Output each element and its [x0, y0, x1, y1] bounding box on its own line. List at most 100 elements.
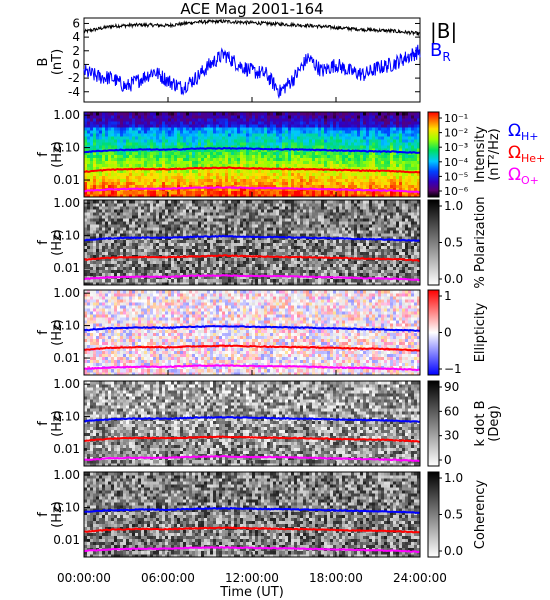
spectrogram-cell	[306, 145, 310, 149]
intensity-colorbar	[427, 111, 440, 198]
spectrogram-cell	[162, 184, 166, 189]
spectrogram-cell	[363, 136, 367, 140]
spectrogram-cell	[159, 260, 163, 265]
spectrogram-cell	[330, 151, 334, 155]
spectrogram-cell	[102, 136, 106, 140]
spectrogram-cell	[243, 118, 247, 122]
spectrogram-cell	[366, 148, 370, 152]
spectrogram-cell	[276, 160, 280, 164]
spectrogram-cell	[117, 212, 121, 216]
spectrogram-cell	[225, 172, 229, 177]
spectrogram-cell	[96, 200, 100, 204]
spectrogram-cell	[267, 172, 271, 177]
spectrogram-cell	[96, 239, 100, 243]
spectrogram-cell	[87, 139, 91, 143]
spectrogram-cell	[165, 121, 169, 125]
spectrogram-cell	[324, 142, 328, 146]
spectrogram-cell	[216, 206, 220, 210]
spectrogram-cell	[105, 248, 109, 252]
spectrogram-cell	[201, 269, 205, 274]
spectrogram-cell	[258, 278, 262, 283]
spectrogram-cell	[102, 272, 106, 277]
spectrogram-cell	[198, 145, 202, 149]
spectrogram-cell	[123, 133, 127, 137]
spectrogram-cell	[219, 209, 223, 213]
spectrogram-cell	[222, 251, 226, 255]
spectrogram-cell	[231, 124, 235, 128]
spectrogram-cell	[156, 178, 160, 183]
spectrogram-cell	[342, 157, 346, 161]
spectrogram-cell	[297, 181, 301, 186]
spectrogram-cell	[96, 251, 100, 255]
spectrogram-cell	[222, 236, 226, 240]
spectrogram-cell	[147, 212, 151, 216]
spectrogram-cell	[192, 133, 196, 137]
spectrogram-cell	[189, 272, 193, 277]
spectrogram-cell	[93, 230, 97, 234]
spectrogram-cell	[219, 172, 223, 177]
spectrogram-cell	[390, 145, 394, 149]
spectrogram-cell	[330, 142, 334, 146]
spectrogram-cell	[366, 178, 370, 183]
spectrogram-cell	[99, 242, 103, 246]
spectrogram-cell	[159, 136, 163, 140]
spectrogram-cell	[219, 275, 223, 280]
spectrogram-cell	[135, 175, 139, 180]
spectrogram-cell	[405, 193, 409, 198]
spectrogram-cell	[168, 221, 172, 225]
spectrogram-cell	[402, 160, 406, 164]
spectrogram-cell	[201, 127, 205, 131]
spectrogram-cell	[258, 275, 262, 280]
spectrogram-cell	[288, 169, 292, 174]
spectrogram-cell	[285, 115, 289, 119]
spectrogram-cell	[357, 190, 361, 195]
spectrogram-cell	[84, 233, 88, 237]
spectrogram-cell	[399, 148, 403, 152]
spectrogram-cell	[144, 115, 148, 119]
spectrogram-cell	[144, 200, 148, 204]
spectrogram-cell	[345, 151, 349, 155]
spectrogram-cell	[264, 121, 268, 125]
spectrogram-cell	[282, 136, 286, 140]
spectrogram-cell	[222, 218, 226, 222]
spectrogram-cell	[369, 127, 373, 131]
spectrogram-cell	[360, 118, 364, 122]
spectrogram-cell	[207, 218, 211, 222]
spectrogram-cell	[231, 112, 235, 116]
spectrogram-cell	[339, 124, 343, 128]
spectrogram-cell	[414, 118, 418, 122]
spectrogram-cell	[135, 181, 139, 186]
spectrogram-cell	[144, 230, 148, 234]
spectrogram-cell	[150, 278, 154, 283]
spectrogram-cell	[183, 248, 187, 252]
spectrogram-cell	[255, 157, 259, 161]
spectrogram-cell	[186, 172, 190, 177]
spectrogram-cell	[150, 160, 154, 164]
spectrogram-cell	[273, 281, 277, 286]
spectrogram-cell	[222, 224, 226, 228]
spectrogram-cell	[144, 127, 148, 131]
spectrogram-cell	[162, 181, 166, 186]
spectrogram-cell	[171, 278, 175, 283]
spectrogram-cell	[84, 133, 88, 137]
spectrogram-cell	[87, 227, 91, 231]
spectrogram-cell	[243, 190, 247, 195]
spectrogram-cell	[96, 266, 100, 271]
spectrogram-cell	[183, 257, 187, 262]
spectrogram-cell	[162, 203, 166, 207]
spectrogram-cell	[228, 260, 232, 265]
spectrogram-cell	[393, 151, 397, 155]
spectrogram-cell	[90, 172, 94, 177]
spectrogram-cell	[180, 157, 184, 161]
spectrogram-cell	[267, 160, 271, 164]
spectrogram-cell	[405, 175, 409, 180]
spectrogram-cell	[303, 145, 307, 149]
spectrogram-cell	[213, 118, 217, 122]
spectrogram-cell	[168, 281, 172, 286]
spectrogram-cell	[93, 157, 97, 161]
spectrogram-cell	[240, 281, 244, 286]
spectrogram-cell	[192, 200, 196, 204]
spectrogram-cell	[264, 169, 268, 174]
spectrogram-cell	[138, 169, 142, 174]
spectrogram-cell	[126, 242, 130, 246]
